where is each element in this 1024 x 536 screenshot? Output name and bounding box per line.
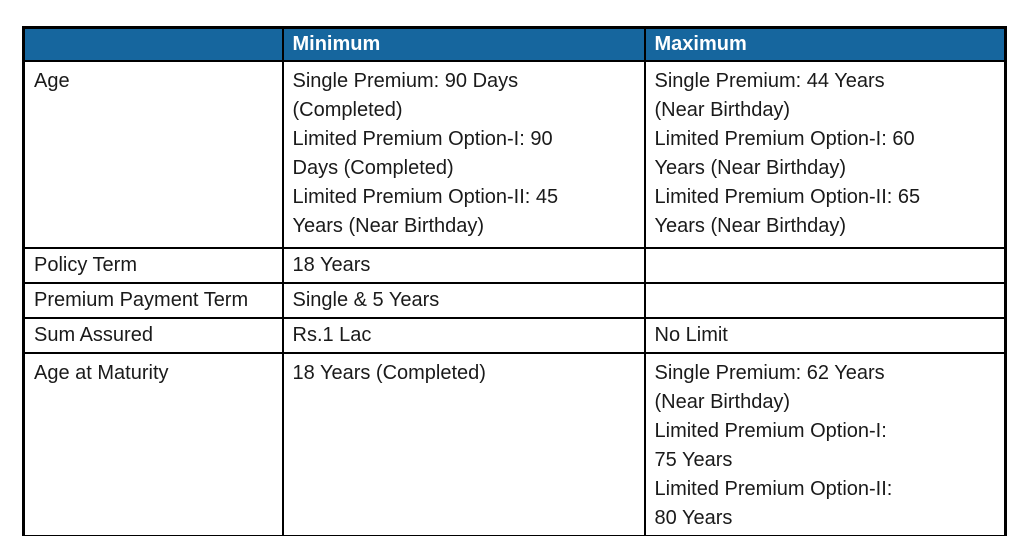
premium-payment-term-maximum-cell xyxy=(643,282,1007,319)
row-label-premium-payment-term: Premium Payment Term xyxy=(22,282,284,319)
eligibility-table: Minimum Maximum Age Single Premium: 90 D… xyxy=(22,26,1007,536)
sum-assured-minimum-cell: Rs.1 Lac xyxy=(281,317,646,354)
row-label-age-at-maturity: Age at Maturity xyxy=(22,352,284,536)
table-row-age-at-maturity: Age at Maturity 18 Years (Completed) Sin… xyxy=(22,352,1007,536)
age-at-maturity-maximum-cell: Single Premium: 62 Years (Near Birthday)… xyxy=(643,352,1007,536)
age-minimum-cell: Single Premium: 90 Days (Completed) Limi… xyxy=(281,60,646,249)
sum-assured-maximum-cell: No Limit xyxy=(643,317,1007,354)
premium-payment-term-minimum-cell: Single & 5 Years xyxy=(281,282,646,319)
table-row-sum-assured: Sum Assured Rs.1 Lac No Limit xyxy=(22,317,1007,354)
row-label-sum-assured: Sum Assured xyxy=(22,317,284,354)
header-cell-maximum: Maximum xyxy=(643,26,1007,62)
row-label-policy-term: Policy Term xyxy=(22,247,284,284)
policy-term-maximum-cell xyxy=(643,247,1007,284)
header-cell-minimum: Minimum xyxy=(281,26,646,62)
age-maximum-cell: Single Premium: 44 Years (Near Birthday)… xyxy=(643,60,1007,249)
table-row-age: Age Single Premium: 90 Days (Completed) … xyxy=(22,60,1007,249)
age-at-maturity-minimum-cell: 18 Years (Completed) xyxy=(281,352,646,536)
table-row-premium-payment-term: Premium Payment Term Single & 5 Years xyxy=(22,282,1007,319)
policy-term-minimum-cell: 18 Years xyxy=(281,247,646,284)
header-cell-blank xyxy=(22,26,284,62)
row-label-age: Age xyxy=(22,60,284,249)
table-header-row: Minimum Maximum xyxy=(22,26,1007,62)
table-row-policy-term: Policy Term 18 Years xyxy=(22,247,1007,284)
